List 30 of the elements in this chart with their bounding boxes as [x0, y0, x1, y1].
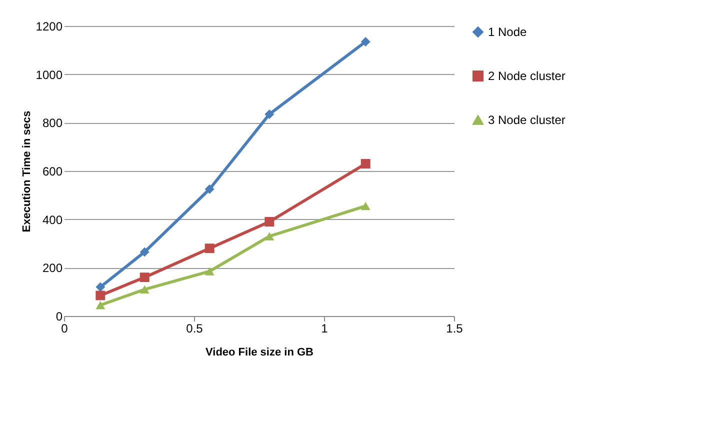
point	[96, 282, 106, 292]
point	[140, 272, 150, 282]
y-tick-label: 800	[42, 116, 63, 130]
y-tick-label: 1000	[36, 68, 63, 82]
x-tick-label: 1	[321, 322, 328, 336]
point	[360, 36, 370, 46]
y-tick-label: 1200	[36, 20, 63, 34]
y-tick-label: 400	[42, 212, 63, 227]
y-tick-label: 200	[42, 261, 63, 276]
point	[204, 184, 214, 194]
point	[96, 301, 106, 310]
point	[360, 159, 370, 168]
point	[204, 244, 214, 254]
x-axis-title: Video File size in GB	[206, 346, 314, 358]
legend-label: 3 Node cluster	[488, 113, 566, 127]
point	[140, 285, 150, 294]
point	[264, 109, 274, 119]
legend-label: 1 Node	[488, 25, 528, 39]
y-tick-label: 0	[56, 310, 63, 324]
point	[360, 202, 370, 210]
y-tick-label: 600	[42, 164, 63, 178]
point	[140, 247, 150, 257]
point	[204, 267, 214, 276]
point	[264, 217, 274, 226]
y-axis-title: Execution Time in secs	[20, 110, 33, 232]
point	[264, 232, 274, 240]
legend-label: 2 Node cluster	[488, 69, 566, 83]
x-tick-label: 1.5	[446, 322, 464, 336]
point	[96, 290, 106, 300]
x-tick-label: 0.5	[186, 322, 204, 336]
